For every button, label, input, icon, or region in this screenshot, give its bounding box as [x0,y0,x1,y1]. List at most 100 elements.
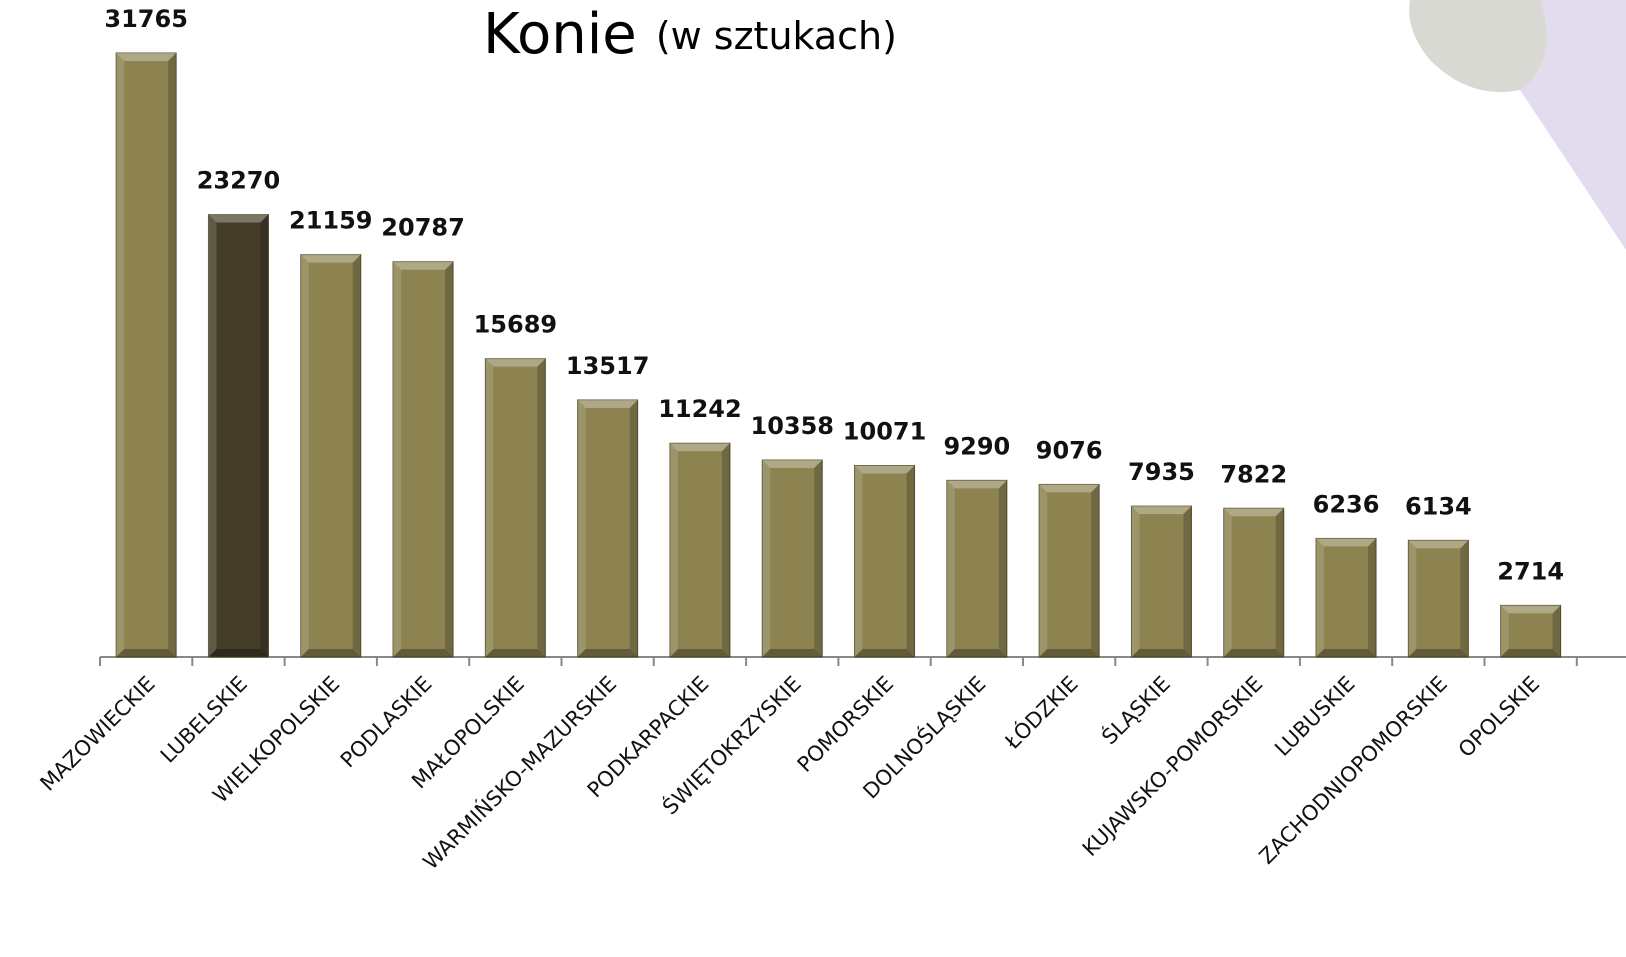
value-label: 2714 [1497,557,1564,585]
value-label: 6236 [1313,490,1380,518]
value-label: 10358 [751,412,835,440]
x-tick-label: MAZOWIECKIE [36,672,160,796]
bar-bevel [854,649,915,657]
bar [669,442,731,658]
bar-bevel [1500,649,1561,657]
bar-bevel [393,649,454,657]
bar-bevel [1183,506,1192,657]
bar-bevel [946,480,1007,489]
chart-subtitle: (w sztukach) [656,14,897,58]
bar-bevel [1039,649,1100,657]
bar [1407,539,1469,658]
bar-bevel [208,214,217,657]
bar-bevel [300,254,361,263]
bar-bevel [1131,649,1192,657]
bar-bevel [485,358,546,367]
bar-bevel [208,214,269,223]
bar-bevel [854,465,863,657]
bar-bevel [1223,649,1284,657]
bar [577,399,639,658]
bar-bevel [1408,540,1417,657]
bar [1223,507,1285,658]
bar-bevel [577,649,638,657]
bar-bevel [1223,508,1232,657]
x-tick-label: ZACHODNIOPOMORSKIE [1255,672,1452,869]
value-label: 11242 [658,395,742,423]
bar-bevel [762,460,823,469]
bar-bevel [1552,605,1561,657]
x-tick-label: OPOLSKIE [1454,672,1545,763]
bar [946,479,1008,658]
x-tick-label: ŚLĄSKIE [1097,671,1175,749]
value-label: 31765 [104,5,188,33]
bar-bevel [946,480,955,657]
bar-bevel [393,261,454,270]
bar-bevel [1408,540,1469,549]
bar-bevel [1039,484,1100,493]
bar [1500,604,1562,658]
value-label: 6134 [1405,492,1472,520]
bar-bevel [1316,649,1377,657]
bar [1038,483,1100,658]
bar-bevel [1131,506,1192,515]
bar-bevel [629,399,638,657]
chart-title-group: Konie (w sztukach) [483,2,897,67]
bar-bevel [1316,538,1377,547]
x-tick-label: KUJAWSKO-POMORSKIE [1078,672,1268,862]
value-label: 7822 [1220,460,1287,488]
bar-bevel [762,460,771,657]
bar-bevel [445,261,454,657]
bar-bevel [1460,540,1469,657]
bar-bevel [946,649,1007,657]
bar-bevel [669,649,730,657]
x-tick-label: ŁÓDZKIE [999,671,1083,755]
bar [207,214,269,658]
bar-bevel [998,480,1007,657]
bar-bevel [1223,508,1284,517]
bar-bevel [300,254,309,658]
bar-bevel [116,53,177,61]
bar-bevel [721,443,730,657]
x-tick-label: WARMIŃSKO-MAZURSKIE [418,671,621,874]
value-label: 13517 [566,352,650,380]
bar-bevel [1275,508,1284,657]
value-label: 21159 [289,207,373,235]
value-label: 10071 [843,418,927,446]
bar-bevel [762,649,823,657]
bar [300,254,362,658]
value-label: 20787 [381,214,465,242]
decoration-image [1409,0,1547,92]
bar-bevel [168,53,177,657]
bar-bevel [906,465,915,657]
bar-bevel [577,399,638,408]
bar-bevel [1368,538,1377,657]
value-label: 23270 [197,167,281,195]
bar [484,358,546,658]
x-tick-label: LUBELSKIE [156,672,252,768]
bar [392,261,454,658]
bar-bevel [814,460,823,657]
chart-title: Konie [483,2,637,67]
value-label: 7935 [1128,458,1195,486]
value-label: 15689 [474,311,558,339]
bar-bevel [669,443,678,657]
bar [854,465,916,658]
bar-bevel [260,214,269,657]
x-tick-label: POMORSKIE [793,672,898,777]
value-label: 9290 [943,432,1010,460]
bar-bevel [1039,484,1048,657]
bar-bevel [352,254,361,658]
bar-bevel [1316,538,1325,657]
bar-bevel [577,399,586,657]
bar-bevel [1091,484,1100,657]
bar-bevel [854,465,915,474]
bar [1130,505,1192,658]
bar-bevel [669,443,730,452]
bar-bevel [485,649,546,657]
bar-bevel [208,649,269,657]
bar-bevel [1131,506,1140,657]
bar-bevel [485,358,494,657]
value-label: 9076 [1036,436,1103,464]
